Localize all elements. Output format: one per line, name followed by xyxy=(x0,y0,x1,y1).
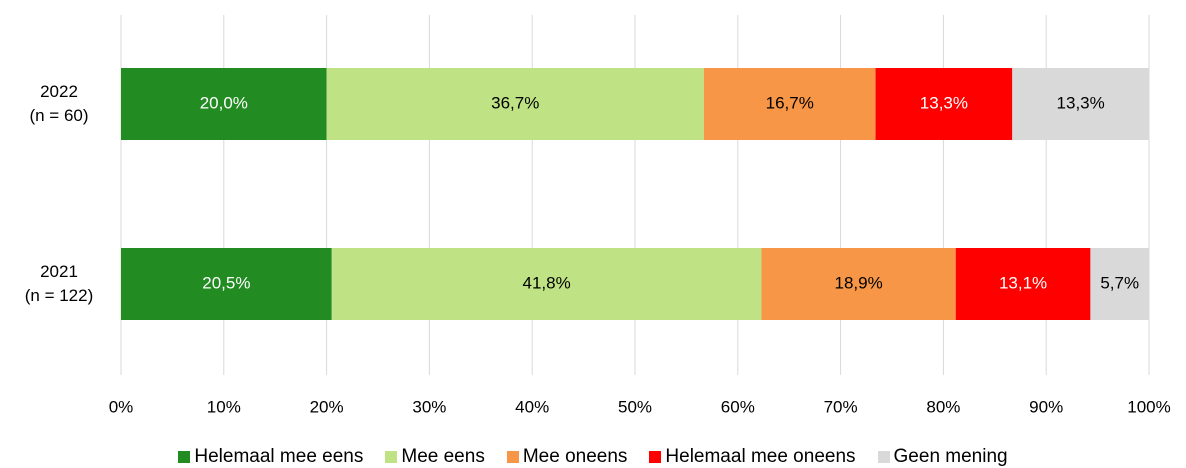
data-label: 5,7% xyxy=(1100,273,1139,292)
legend-label: Helemaal mee eens xyxy=(194,446,364,467)
data-label: 13,3% xyxy=(1057,93,1105,112)
legend-swatch xyxy=(649,451,662,463)
bar-segment xyxy=(703,68,876,140)
x-tick-label: 60% xyxy=(721,397,755,416)
data-label: 20,0% xyxy=(200,93,248,112)
data-label: 41,8% xyxy=(522,273,570,292)
x-tick-label: 30% xyxy=(412,397,446,416)
legend-swatch xyxy=(506,451,519,463)
data-label: 36,7% xyxy=(491,93,539,112)
legend: Helemaal mee eens Mee eens Mee oneens Helem… xyxy=(0,446,1186,468)
data-label: 20,5% xyxy=(202,273,250,292)
category-label: 2021 (n = 122) xyxy=(24,262,94,305)
legend-swatch xyxy=(178,451,191,463)
x-tick-label: 20% xyxy=(310,397,344,416)
legend-label: Mee eens xyxy=(401,446,485,467)
bar-segment xyxy=(331,248,762,320)
legend-label: Geen mening xyxy=(893,446,1008,467)
x-tick-label: 0% xyxy=(109,397,134,416)
x-tick-label: 90% xyxy=(1029,397,1063,416)
x-tick-label: 80% xyxy=(926,397,960,416)
bar-segment xyxy=(326,68,704,140)
data-label: 18,9% xyxy=(834,273,882,292)
legend-item: Mee eens xyxy=(385,446,485,468)
legend-swatch xyxy=(877,451,890,463)
x-tick-label: 100% xyxy=(1127,397,1170,416)
legend-label: Mee oneens xyxy=(522,446,628,467)
bar-segment xyxy=(1090,248,1149,320)
data-label: 16,7% xyxy=(766,93,814,112)
data-label: 13,1% xyxy=(999,273,1047,292)
bar-segment xyxy=(1012,68,1149,140)
x-tick-label: 70% xyxy=(824,397,858,416)
bar-segment xyxy=(121,248,332,320)
data-label: 13,3% xyxy=(920,93,968,112)
legend-label: Helemaal mee oneens xyxy=(665,446,856,467)
legend-item: Geen mening xyxy=(877,446,1008,468)
legend-item: Mee oneens xyxy=(506,446,628,468)
legend-item: Helemaal mee oneens xyxy=(649,446,856,468)
bar-segment xyxy=(761,248,956,320)
bar-segment xyxy=(875,68,1013,140)
x-tick-label: 50% xyxy=(618,397,652,416)
legend-swatch xyxy=(385,451,398,463)
chart: 0% 10% 20% 30% 40% 50% 60% 70% 80% 90% 100% 20,0% 36… xyxy=(109,15,1171,416)
legend-item: Helemaal mee eens xyxy=(178,446,363,468)
bar-segment xyxy=(955,248,1091,320)
category-label: 2022 (n = 60) xyxy=(29,82,89,125)
x-tick-label: 10% xyxy=(207,397,241,416)
x-tick-label: 40% xyxy=(515,397,549,416)
bar-segment xyxy=(121,68,327,140)
